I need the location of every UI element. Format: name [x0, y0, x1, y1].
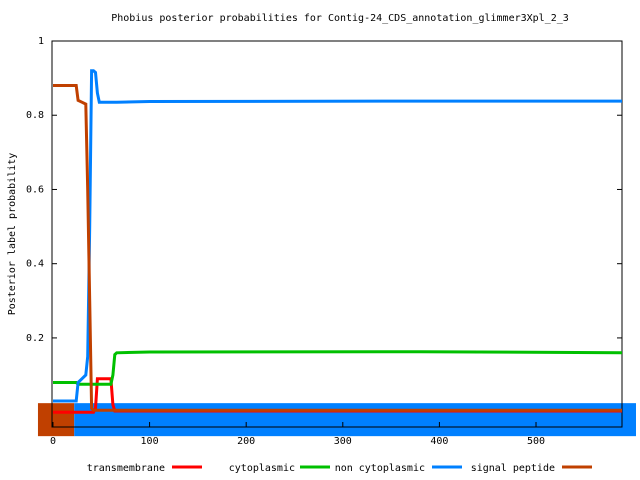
- x-tick-label: 300: [334, 436, 352, 447]
- series-line: [53, 69, 622, 403]
- legend-label: non cytoplasmic: [335, 463, 425, 474]
- x-tick-label: 200: [237, 436, 255, 447]
- x-tick-label: 0: [50, 436, 56, 447]
- x-tick-label: 100: [141, 436, 159, 447]
- series-line: [53, 350, 623, 386]
- x-tick-label: 500: [527, 436, 545, 447]
- y-tick-label: 0.8: [26, 110, 44, 121]
- legend-label: cytoplasmic: [229, 463, 295, 474]
- legend-label: transmembrane: [87, 463, 165, 474]
- legend-label: signal peptide: [471, 463, 555, 474]
- y-tick-label: 0.4: [26, 259, 44, 270]
- series-line: [53, 84, 622, 412]
- plot-frame: [51, 40, 623, 428]
- y-axis-label: Posterior label probability: [7, 153, 18, 316]
- x-tick-label: 400: [430, 436, 448, 447]
- topology-region: [37, 403, 75, 437]
- chart-title: Phobius posterior probabilities for Cont…: [111, 13, 569, 24]
- y-tick-label: 1: [38, 36, 44, 47]
- y-tick-label: 0.2: [26, 333, 44, 344]
- y-tick-label: 0.6: [26, 184, 44, 195]
- topology-region: [74, 403, 636, 437]
